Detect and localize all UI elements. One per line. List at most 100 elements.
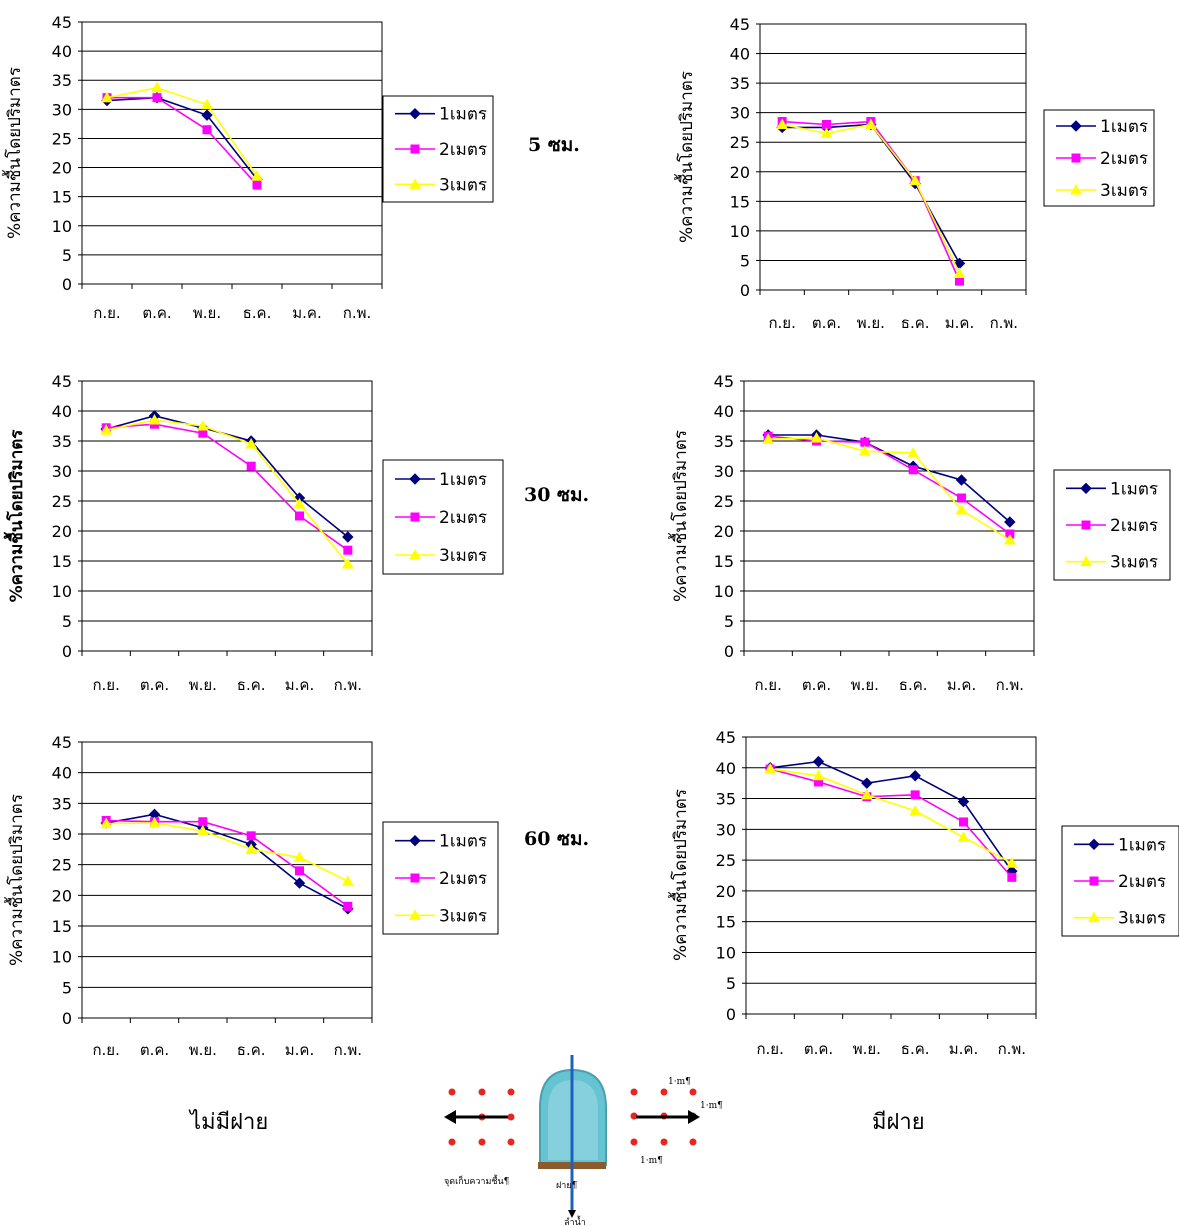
data-point	[293, 851, 306, 862]
y-tick-label: 10	[52, 582, 72, 601]
data-point	[910, 790, 920, 800]
y-tick-label: 0	[62, 642, 72, 661]
series-3	[100, 816, 354, 886]
y-tick-label: 45	[52, 372, 72, 391]
series-3	[776, 118, 966, 278]
depth-label-30cm: 30 ซม.	[524, 484, 590, 506]
legend-label: 3เมตร	[1100, 181, 1148, 201]
y-tick-label: 15	[714, 552, 734, 571]
sampling-point	[448, 1088, 456, 1096]
collect-point-label: จุดเก็บความชื้น¶	[444, 1174, 510, 1187]
chart-5: 0 5 10 15 20 25 30 35 40 45 ก.ย. ต.ค. พ.ย. ธ.ค. ม.ค. ก.…	[4, 733, 499, 1059]
sampling-diagram: 1·m¶ 1·m¶ 1·m¶ จุดเก็บความชื้น¶ ฝาย¶ ลำน้ำ	[444, 1055, 723, 1227]
legend-label: 2เมตร	[439, 140, 487, 160]
legend-label: 1เมตร	[439, 105, 487, 125]
data-point	[196, 419, 209, 431]
y-tick-label: 10	[714, 582, 734, 601]
data-point	[342, 531, 354, 543]
y-tick-label: 35	[52, 794, 72, 813]
data-point	[812, 755, 825, 768]
y-tick-label: 15	[730, 192, 750, 211]
plot-area	[745, 736, 1037, 1015]
sampling-point	[478, 1138, 486, 1146]
y-tick-label: 20	[716, 882, 736, 901]
y-tick-label: 15	[52, 917, 72, 936]
legend-marker	[409, 178, 421, 189]
y-tick-label: 45	[714, 372, 734, 391]
y-tick-label: 25	[52, 856, 72, 875]
data-point	[196, 824, 209, 836]
series-3	[762, 431, 1016, 545]
data-point	[810, 431, 823, 443]
y-axis-label: %ความชื้นโดยปริมาตร	[4, 794, 27, 966]
legend-label: 2เมตร	[439, 869, 487, 889]
y-tick-label: 35	[52, 432, 72, 451]
data-point	[955, 276, 964, 286]
legend-label: 3เมตร	[1110, 553, 1158, 573]
data-point	[955, 474, 968, 486]
y-tick-label: 10	[730, 222, 750, 241]
legend-marker	[410, 512, 420, 522]
series-line	[106, 822, 349, 882]
y-tick-label: 20	[52, 886, 72, 905]
data-point	[100, 817, 113, 829]
x-tick-label: ต.ค.	[804, 1040, 833, 1058]
legend-marker	[410, 873, 420, 883]
data-point	[812, 769, 825, 781]
y-tick-label: 45	[52, 13, 72, 32]
chart-2: 0 5 10 15 20 25 30 35 40 45 ก.ย. ต.ค. พ.ย. ธ.ค. ม.ค. ก.…	[674, 15, 1155, 332]
data-point	[201, 109, 213, 121]
data-point	[776, 118, 789, 129]
sampling-point	[630, 1138, 638, 1146]
data-point	[251, 170, 263, 181]
y-axis-label: %ความชื้นโดยปริมาตร	[668, 430, 691, 602]
y-tick-label: 10	[716, 943, 736, 962]
series-3	[764, 762, 1018, 868]
y-tick-label: 10	[52, 217, 72, 236]
y-tick-label: 45	[716, 728, 736, 747]
series-line	[768, 435, 1011, 535]
legend-marker	[409, 107, 421, 120]
legend-marker	[409, 909, 421, 920]
y-tick-label: 30	[52, 100, 72, 119]
y-tick-label: 40	[52, 764, 72, 783]
legend-marker	[1088, 838, 1100, 851]
sampling-point	[689, 1138, 697, 1146]
data-point	[861, 777, 873, 789]
y-tick-label: 35	[716, 790, 736, 809]
x-tick-label: ก.ย.	[92, 676, 119, 694]
y-tick-label: 0	[726, 1005, 736, 1024]
y-tick-label: 20	[730, 163, 750, 182]
series-line	[769, 768, 1013, 878]
sampling-point	[448, 1138, 456, 1146]
data-point	[198, 817, 208, 827]
chart-6: 0 5 10 15 20 25 30 35 40 45 ก.ย. ต.ค. พ.ย. ธ.ค. ม.ค. ก.…	[668, 728, 1179, 1058]
x-tick-label: ม.ค.	[949, 1040, 978, 1058]
data-point	[148, 413, 161, 425]
data-point	[1003, 533, 1016, 545]
x-tick-label: พ.ย.	[857, 314, 885, 332]
series-1	[764, 755, 1018, 877]
legend-label: 1เมตร	[1110, 479, 1158, 499]
series-3	[100, 413, 354, 569]
sampling-point	[689, 1088, 697, 1096]
data-point	[909, 770, 921, 782]
y-tick-label: 25	[714, 492, 734, 511]
legend-marker	[1088, 911, 1100, 923]
data-point	[295, 866, 304, 876]
legend-marker	[1089, 876, 1099, 886]
data-point	[341, 875, 354, 886]
series-line	[106, 813, 349, 910]
distance-label-bottom: 1·m¶	[640, 1156, 663, 1166]
data-point	[864, 118, 877, 129]
y-tick-label: 40	[52, 402, 72, 421]
legend-label: 1เมตร	[439, 832, 487, 852]
x-tick-label: ธ.ค.	[243, 304, 272, 322]
distance-label-mid: 1·m¶	[700, 1101, 723, 1111]
y-tick-label: 5	[62, 612, 72, 631]
legend-label: 2เมตร	[1118, 872, 1166, 892]
data-point	[955, 503, 968, 515]
data-point	[151, 81, 163, 93]
data-point	[341, 557, 354, 569]
